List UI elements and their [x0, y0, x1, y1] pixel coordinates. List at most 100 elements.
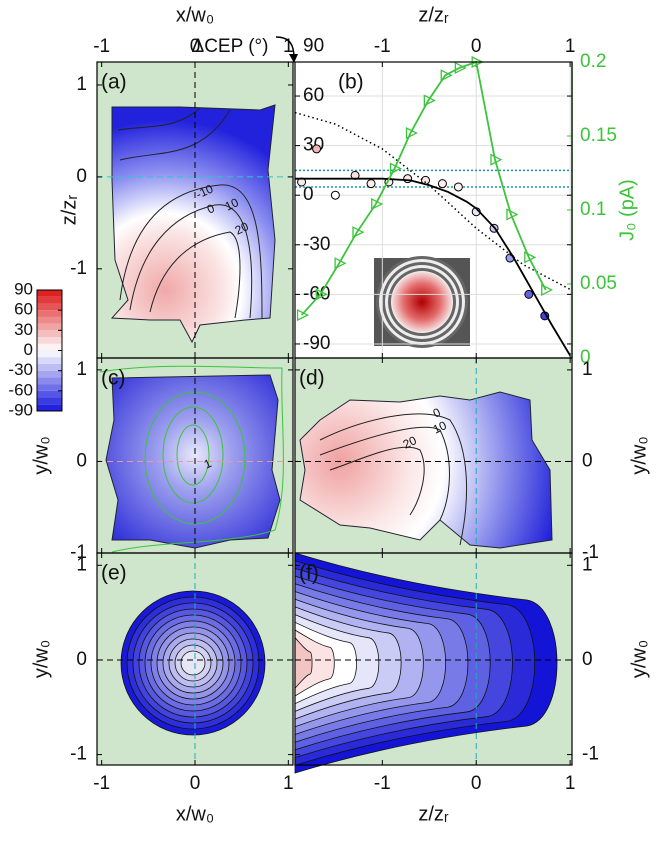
- data-point: [524, 289, 534, 299]
- x-tick-label: -1: [93, 773, 110, 794]
- x-tick-label: 0: [471, 773, 482, 794]
- x-tick-label: 0: [190, 773, 201, 794]
- y-tick-label: -30: [303, 234, 330, 255]
- colorbar-tick-label: 30: [14, 320, 33, 339]
- panel-label: (b): [338, 71, 364, 94]
- y-tick-label: -90: [303, 333, 330, 354]
- y-tick-label: 90: [303, 35, 324, 56]
- colorbar-band: [37, 337, 62, 344]
- contour-line: [119, 184, 263, 319]
- contour-f: [294, 552, 558, 774]
- contour-line: [149, 231, 241, 319]
- colorbar-band: [37, 303, 62, 311]
- y-tick-label: -1: [582, 542, 599, 563]
- y-tick-label: 0: [76, 166, 87, 187]
- y-tick-label: 1: [582, 554, 593, 575]
- y2-tick-label: 0.2: [580, 51, 606, 72]
- x-axis-label: x/w₀: [176, 4, 214, 26]
- colorbar-band: [37, 397, 62, 405]
- data-point: [437, 179, 447, 189]
- x-axis-label: z/zᵣ: [418, 4, 449, 26]
- contour-line: [129, 204, 253, 319]
- data-point: [490, 153, 503, 166]
- y2-tick-label: 0.1: [580, 199, 606, 220]
- y-tick-label: -1: [70, 744, 87, 765]
- colorbar-band: [37, 377, 62, 385]
- panel-label: (f): [299, 562, 319, 585]
- data-point: [405, 126, 418, 140]
- inset-spot: [392, 272, 452, 332]
- data-point: [312, 144, 322, 154]
- colorbar-band: [37, 390, 62, 398]
- data-point: [454, 61, 467, 74]
- y-tick-label: 1: [582, 359, 593, 380]
- colorbar-band: [37, 357, 62, 364]
- contour-label: 20: [233, 219, 251, 237]
- data-line: [300, 60, 547, 316]
- colorbar-tick-label: 60: [14, 300, 33, 319]
- contour-label: 10: [431, 418, 449, 436]
- contour-line: [99, 365, 284, 553]
- data-point: [315, 288, 328, 301]
- data-line: [295, 177, 571, 356]
- contour-c: [99, 365, 284, 553]
- y-tick-label: 0: [303, 184, 314, 205]
- annotation-arrowhead: [289, 54, 298, 63]
- y-tick-label: 0: [76, 649, 87, 670]
- y-tick-label: 0: [76, 450, 87, 471]
- y2-tick-label: 0.05: [580, 273, 617, 294]
- data-line: [294, 111, 571, 291]
- data-point: [403, 174, 413, 184]
- colorbar-band: [37, 330, 62, 338]
- y-tick-label: 0: [582, 649, 593, 670]
- contour-label: 20: [401, 433, 419, 451]
- y-axis-label: y/w₀: [30, 640, 52, 678]
- colorbar-band: [37, 310, 62, 317]
- data-point: [541, 283, 554, 296]
- data-point: [352, 226, 365, 239]
- contour-line: [329, 446, 425, 516]
- colorbar-tick-label: 90: [14, 279, 33, 298]
- contour-line: [176, 424, 210, 486]
- colorbar-band: [37, 296, 62, 304]
- colorbar-band: [37, 370, 62, 378]
- y-tick-label: -1: [70, 258, 87, 279]
- y-tick-label: 60: [303, 85, 324, 106]
- data-point: [296, 309, 310, 322]
- contour-band: [294, 636, 313, 690]
- colorbar-band: [37, 343, 62, 351]
- y-tick-label: 1: [76, 359, 87, 380]
- contour-a: [110, 104, 276, 344]
- colorbar-band: [37, 316, 62, 324]
- panel-label: (e): [101, 562, 127, 585]
- x-tick-label: -1: [374, 36, 391, 57]
- contour-line: [319, 426, 450, 521]
- y-tick-label: 1: [76, 554, 87, 575]
- colorbar-tick-label: -30: [8, 360, 33, 379]
- x-axis-label: z/zᵣ: [418, 803, 449, 825]
- y2-axis-label: J₀ (pA): [616, 179, 638, 241]
- data-point: [334, 257, 347, 270]
- data-point: [366, 179, 376, 189]
- colorbar-band: [37, 404, 62, 411]
- contour-line: [162, 406, 224, 504]
- x-tick-label: 0: [190, 36, 201, 57]
- data-point: [453, 182, 463, 192]
- panel-frame: [96, 552, 294, 766]
- x-tick-label: 0: [471, 36, 482, 57]
- contour-d: [299, 391, 553, 549]
- x-tick-label: 1: [283, 36, 294, 57]
- contour-e: [120, 590, 266, 736]
- annotation: ΔCEP (°): [192, 36, 269, 57]
- data-point: [506, 208, 519, 221]
- x-tick-label: -1: [374, 773, 391, 794]
- contour-field: [110, 104, 276, 344]
- y-axis-label: y/w₀: [628, 640, 650, 678]
- panel-label: (d): [299, 367, 325, 390]
- colorbar-band: [37, 384, 62, 391]
- y-tick-label: 0: [582, 450, 593, 471]
- colorbar-tick-label: -60: [8, 380, 33, 399]
- colorbar-tick-label: -90: [8, 400, 33, 419]
- contour-label: -10: [194, 181, 216, 201]
